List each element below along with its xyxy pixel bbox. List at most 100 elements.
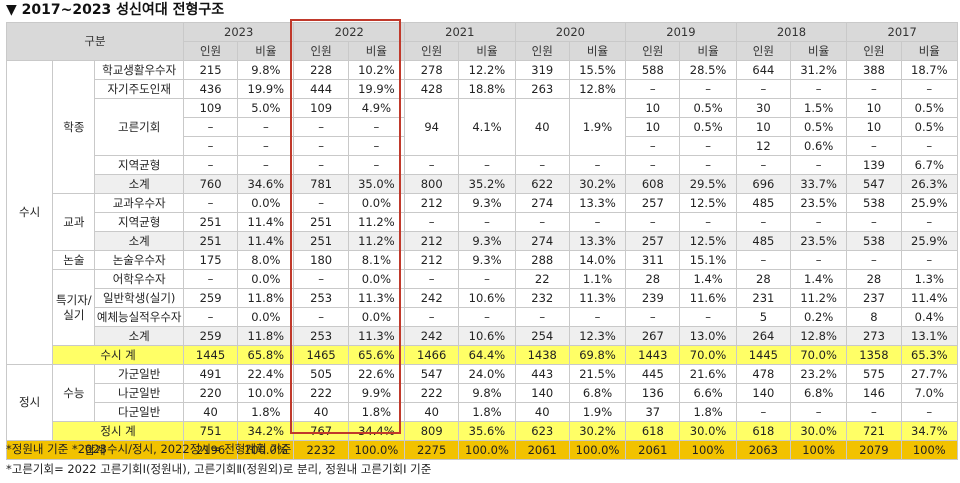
table-cell: 767 <box>293 421 349 441</box>
table-cell: 388 <box>846 60 902 80</box>
table-cell: 485 <box>735 231 792 251</box>
row-label: 논술우수자 <box>94 250 184 270</box>
table-cell: 251 <box>182 212 239 232</box>
table-cell: 228 <box>293 60 349 80</box>
subgroup-nonsul: 논술 <box>52 250 96 270</box>
header-year: 2017 <box>846 22 958 42</box>
table-cell: 7.0% <box>900 383 959 403</box>
table-cell: 0.4% <box>900 307 959 327</box>
table-cell: 9.9% <box>347 383 406 403</box>
table-cell: 259 <box>182 288 239 308</box>
table-cell: 0.0% <box>347 307 406 327</box>
table-cell: 13.3% <box>568 193 627 213</box>
header-year: 2021 <box>404 22 516 42</box>
header-person: 인원 <box>514 41 570 61</box>
table-cell: – <box>900 79 959 99</box>
table-cell: 11.3% <box>347 326 406 346</box>
table-cell: 809 <box>404 421 460 441</box>
subgroup-gyogwa: 교과 <box>52 193 96 251</box>
table-cell: – <box>846 212 902 232</box>
table-cell: – <box>514 212 570 232</box>
table-cell: 10.6% <box>458 326 516 346</box>
row-label: 다군일반 <box>94 402 184 422</box>
header-person: 인원 <box>846 41 902 61</box>
table-cell: – <box>679 155 737 175</box>
table-cell: 445 <box>625 364 681 384</box>
table-cell: 253 <box>293 326 349 346</box>
table-cell: 6.6% <box>679 383 737 403</box>
table-cell: 65.8% <box>237 345 295 365</box>
table-cell: 1443 <box>625 345 681 365</box>
table-cell: – <box>347 117 406 137</box>
table-cell: 65.6% <box>347 345 406 365</box>
admission-structure-table: 구분 2023 2022 2021 2020 2019 2018 2017 인원… <box>5 22 959 460</box>
table-cell: 15.5% <box>568 60 627 80</box>
table-cell: 23.5% <box>789 231 848 251</box>
table-cell: 11.6% <box>679 288 737 308</box>
table-row: 일반학생(실기) 259 11.8% 253 11.3% 242 10.6% 232 11.3%… <box>7 288 959 308</box>
table-cell: 1465 <box>293 345 349 365</box>
table-cell: 12.8% <box>568 79 627 99</box>
table-cell: 40 <box>182 402 239 422</box>
table-cell: 22.6% <box>347 364 406 384</box>
table-cell: 140 <box>514 383 570 403</box>
table-cell: 751 <box>182 421 239 441</box>
table-cell: 11.3% <box>568 288 627 308</box>
table-cell: 22 <box>514 269 570 289</box>
table-cell: 11.2% <box>347 231 406 251</box>
table-cell: 4.9% <box>347 98 406 118</box>
header-person: 인원 <box>182 41 239 61</box>
table-cell: 239 <box>625 288 681 308</box>
table-cell: 0.0% <box>237 269 295 289</box>
table-cell: 19.9% <box>347 79 406 99</box>
table-cell: 140 <box>735 383 792 403</box>
table-cell: 781 <box>293 174 349 194</box>
table-cell: 180 <box>293 250 349 270</box>
table-cell: 28 <box>846 269 902 289</box>
subgroup-suneung: 수능 <box>52 364 96 422</box>
table-cell: 25.9% <box>900 231 959 251</box>
table-cell: 696 <box>735 174 792 194</box>
table-cell: – <box>347 136 406 156</box>
header-ratio: 비율 <box>789 41 848 61</box>
table-cell: 12.8% <box>789 326 848 346</box>
table-cell: 1.8% <box>347 402 406 422</box>
table-cell: 28.5% <box>679 60 737 80</box>
table-cell: 622 <box>514 174 570 194</box>
table-cell: 251 <box>293 212 349 232</box>
table-cell: 623 <box>514 421 570 441</box>
table-cell: 1.8% <box>458 402 516 422</box>
table-cell: 12.5% <box>679 231 737 251</box>
table-cell: 2196 <box>182 440 239 460</box>
table-row: 지역균형 – – – – – – – – – – – –139 6.7% <box>7 155 959 175</box>
table-cell: – <box>900 250 959 270</box>
header-ratio: 비율 <box>679 41 737 61</box>
table-cell: 136 <box>625 383 681 403</box>
table-cell: – <box>237 136 295 156</box>
table-cell: 212 <box>404 231 460 251</box>
table-cell: 231 <box>735 288 792 308</box>
header-year: 2018 <box>735 22 848 42</box>
table-cell: 40 <box>293 402 349 422</box>
table-cell: 9.8% <box>237 60 295 80</box>
table-cell: 64.4% <box>458 345 516 365</box>
table-cell: 212 <box>404 250 460 270</box>
table-cell: – <box>182 136 239 156</box>
table-row: 지역균형 251 11.4% 251 11.2% – – – – – – – – – – <box>7 212 959 232</box>
table-cell: 1.9% <box>568 402 627 422</box>
table-cell: 175 <box>182 250 239 270</box>
table-cell: 100% <box>789 440 848 460</box>
table-cell: 220 <box>182 383 239 403</box>
table-cell: 1466 <box>404 345 460 365</box>
table-cell: 35.0% <box>347 174 406 194</box>
table-cell: 34.4% <box>347 421 406 441</box>
table-cell: 0.5% <box>900 117 959 137</box>
row-label: 소계 <box>94 174 184 194</box>
table-cell: – <box>846 79 902 99</box>
table-cell: – <box>182 155 239 175</box>
table-cell: 100% <box>900 440 959 460</box>
table-cell: 274 <box>514 231 570 251</box>
header-ratio: 비율 <box>458 41 516 61</box>
table-row: 수시 계 1445 65.8% 1465 65.6% 1466 64.4% 1438 69.8%… <box>7 345 959 365</box>
table-cell: 5.0% <box>237 98 295 118</box>
